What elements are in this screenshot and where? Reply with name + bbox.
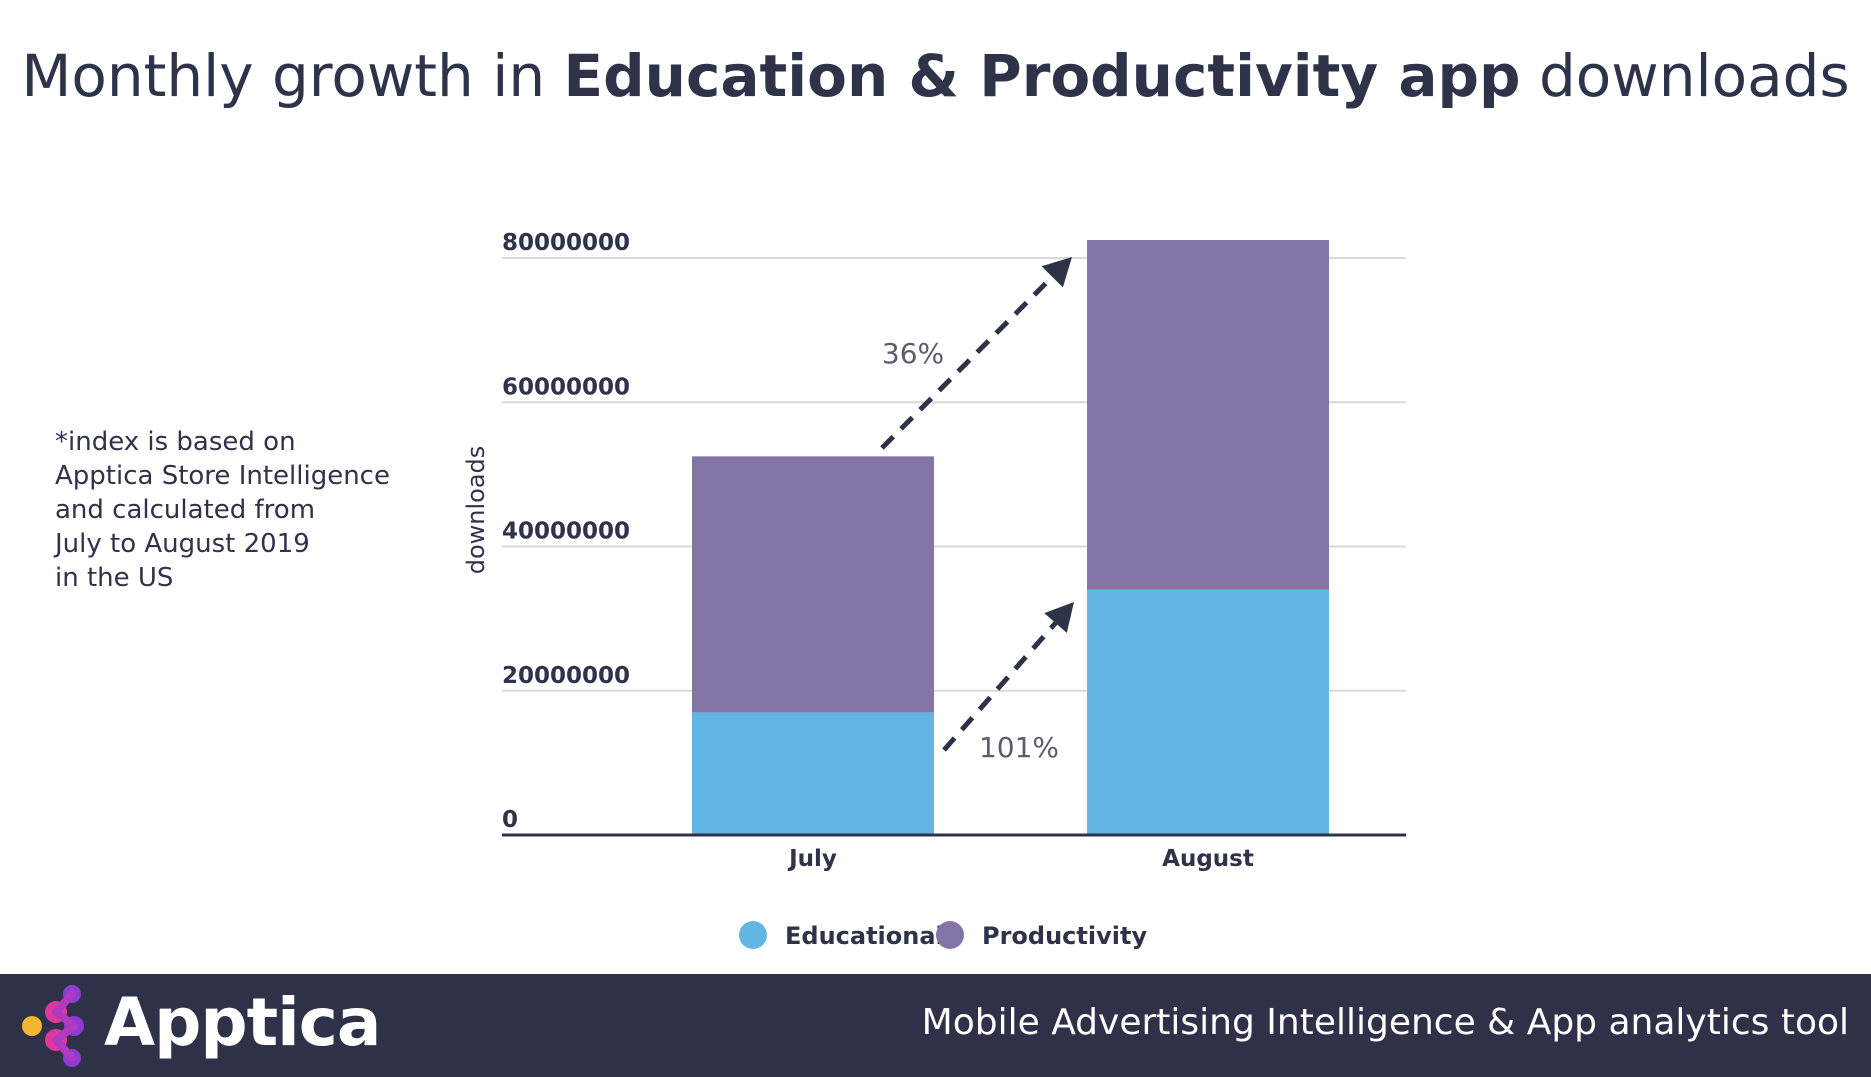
y-tick-label: 0 (502, 807, 518, 833)
apptica-logo-icon (22, 985, 84, 1067)
y-tick-labels: 0 20000000 40000000 60000000 80000000 (502, 230, 630, 833)
growth-arrow-head (1044, 602, 1074, 633)
growth-label: 36% (882, 337, 944, 370)
note-line: in the US (55, 563, 174, 593)
growth-label: 101% (979, 731, 1059, 764)
note-line: July to August 2019 (55, 529, 310, 559)
footer-bar: Apptica Mobile Advertising Intelligence … (0, 974, 1871, 1077)
page-title: Monthly growth in Education & Productivi… (0, 42, 1871, 110)
note-line: *index is based on (55, 427, 296, 457)
bar-educational-july (692, 712, 934, 835)
x-tick-label: August (1162, 846, 1254, 872)
legend-label: Productivity (982, 922, 1147, 950)
y-tick-label: 20000000 (502, 663, 630, 689)
bar-productivity-august (1087, 239, 1329, 590)
note-line: Apptica Store Intelligence (55, 461, 390, 491)
title-bold: Education & Productivity app (563, 42, 1521, 110)
x-tick-labels: July August (787, 846, 1254, 872)
bars (692, 239, 1329, 835)
y-tick-label: 80000000 (502, 230, 630, 256)
brand-name: Apptica (104, 984, 381, 1061)
y-axis-label: downloads (462, 446, 490, 575)
legend-swatch (936, 921, 964, 949)
y-tick-label: 60000000 (502, 374, 630, 400)
stacked-bar-chart: 0 20000000 40000000 60000000 80000000 July Au… (462, 230, 1406, 950)
legend-label: Educational (785, 922, 944, 950)
note-line: and calculated from (55, 495, 316, 525)
methodology-note: *index is based on Apptica Store Intelli… (55, 425, 395, 595)
x-tick-label: July (787, 846, 837, 872)
bar-educational-august (1087, 589, 1329, 835)
bar-productivity-july (692, 456, 934, 713)
y-tick-label: 40000000 (502, 519, 630, 545)
growth-arrow-line (880, 275, 1055, 450)
growth-arrow-line (942, 621, 1058, 752)
legend: Educational Productivity (739, 921, 1147, 950)
legend-swatch (739, 921, 767, 949)
growth-annotations: 36% 101% (880, 257, 1074, 764)
growth-arrow-head (1041, 257, 1072, 288)
tagline: Mobile Advertising Intelligence & App an… (921, 1002, 1849, 1043)
title-prefix: Monthly growth in (21, 42, 564, 110)
title-suffix: downloads (1520, 42, 1850, 110)
